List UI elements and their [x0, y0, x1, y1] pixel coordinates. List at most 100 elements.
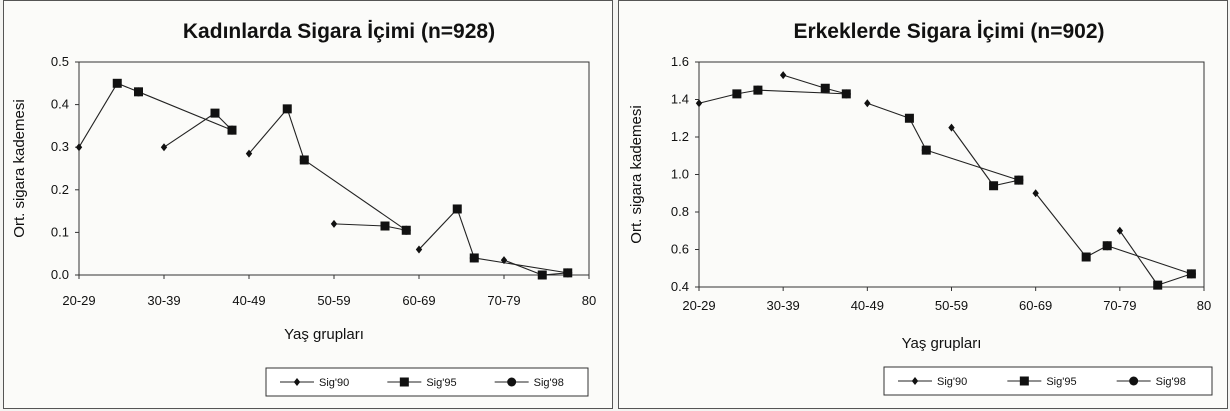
- x-tick-label: 20-29: [682, 298, 715, 313]
- y-tick-label: 0.2: [51, 182, 69, 197]
- data-point: [841, 89, 851, 99]
- legend: [265, 367, 589, 397]
- data-point: [1081, 252, 1091, 262]
- legend: [883, 366, 1213, 396]
- legend-marker: [507, 377, 517, 387]
- series-line-segment: [867, 102, 910, 119]
- chart-men-svg: Erkeklerde Sigara İçimi (n=902) 0.4 0.6 0.8…: [628, 20, 1213, 396]
- x-tick-label: 30-39: [147, 293, 180, 308]
- y-tick-label: 0.6: [671, 242, 689, 257]
- x-tick-label: 70-79: [1103, 298, 1136, 313]
- legend-marker: [911, 377, 919, 385]
- data-point: [500, 256, 508, 265]
- data-point: [401, 225, 411, 235]
- y-tick-label: 1.6: [671, 54, 689, 69]
- data-point: [75, 143, 83, 152]
- legend-marker: [1019, 376, 1029, 386]
- series-line-segment: [757, 89, 847, 95]
- y-tick-label: 1.0: [671, 167, 689, 182]
- series-line-segment: [303, 159, 407, 231]
- data-point: [1153, 280, 1163, 290]
- plot-frame: [78, 61, 590, 276]
- y-tick-label: 0.4: [51, 97, 69, 112]
- x-tick-label: 20-29: [62, 293, 95, 308]
- legend-label: Sig'95: [426, 377, 456, 389]
- series-line-segment: [78, 83, 118, 148]
- data-point: [452, 204, 462, 214]
- data-point: [282, 104, 292, 114]
- data-point: [695, 99, 703, 108]
- y-tick-label: 0.1: [51, 224, 69, 239]
- x-tick-label: 50-59: [317, 293, 350, 308]
- chart-panel-men: Erkeklerde Sigara İçimi (n=902) 0.4 0.6 0.8…: [618, 0, 1228, 409]
- data-point: [380, 221, 390, 231]
- series-line-segment: [333, 223, 386, 227]
- x-tick-label: 60-69: [402, 293, 435, 308]
- legend-marker: [399, 377, 409, 387]
- legend-label: Sig'98: [534, 377, 564, 389]
- data-point: [753, 85, 763, 95]
- x-axis-label: Yaş grupları: [284, 326, 364, 343]
- data-point: [989, 181, 999, 191]
- legend-label: Sig'95: [1046, 376, 1076, 388]
- data-point: [1186, 269, 1196, 279]
- x-axis-label: Yaş grupları: [902, 335, 982, 352]
- data-point: [904, 113, 914, 123]
- series-line-segment: [474, 257, 568, 274]
- legend-marker: [1129, 376, 1139, 386]
- x-tick-label: 30-39: [767, 298, 800, 313]
- series-line-segment: [1119, 230, 1159, 286]
- series-line-segment: [926, 149, 1020, 181]
- y-tick-label: 1.4: [671, 92, 689, 107]
- data-point: [864, 99, 871, 108]
- data-point: [299, 155, 309, 165]
- data-point: [732, 89, 742, 99]
- data-point: [1102, 241, 1112, 251]
- y-tick-label: 0.3: [51, 139, 69, 154]
- series-line-segment: [286, 108, 305, 161]
- series-line-segment: [1035, 192, 1087, 258]
- series-line-segment: [456, 208, 475, 259]
- data-point: [921, 145, 931, 155]
- series-line-segment: [418, 208, 458, 250]
- data-point: [469, 253, 479, 263]
- x-tick-label: 40-49: [851, 298, 884, 313]
- data-point: [112, 78, 122, 88]
- chart-women-svg: Kadınlarda Sigara İçimi (n=928) 0.0 0.1 0.2…: [11, 20, 596, 397]
- data-point: [948, 123, 955, 132]
- series-line-segment: [138, 91, 233, 131]
- data-point: [1014, 175, 1024, 185]
- data-point: [779, 71, 787, 80]
- y-tick-label: 0.5: [51, 54, 69, 69]
- legend-label: Sig'98: [1156, 376, 1186, 388]
- series-line-segment: [1107, 245, 1192, 275]
- y-tick-label: 1.2: [671, 129, 689, 144]
- series-line-segment: [698, 93, 738, 104]
- data-point: [160, 143, 168, 152]
- data-point: [415, 245, 423, 254]
- x-tick-label: 40-49: [232, 293, 265, 308]
- x-tick-label: 50-59: [935, 298, 968, 313]
- chart-title: Erkeklerde Sigara İçimi (n=902): [793, 20, 1104, 43]
- legend-marker: [293, 378, 301, 386]
- x-tick-label: 80: [582, 293, 596, 308]
- series-line-segment: [783, 74, 826, 89]
- series-line-segment: [951, 127, 995, 187]
- x-tick-label: 80: [1197, 298, 1211, 313]
- y-tick-label: 0.0: [51, 267, 69, 282]
- data-point: [563, 268, 573, 278]
- y-tick-label: 0.4: [671, 279, 689, 294]
- data-point: [210, 108, 220, 118]
- data-point: [134, 87, 143, 97]
- data-point: [245, 149, 253, 158]
- data-point: [820, 83, 830, 93]
- series-line-segment: [248, 108, 288, 154]
- series-line-segment: [503, 259, 543, 276]
- data-point: [330, 219, 338, 228]
- data-point: [537, 270, 547, 280]
- legend-label: Sig'90: [937, 376, 967, 388]
- x-tick-label: 70-79: [487, 293, 520, 308]
- x-tick-label: 60-69: [1019, 298, 1052, 313]
- y-axis-label: Ort. sigara kademesi: [11, 99, 28, 237]
